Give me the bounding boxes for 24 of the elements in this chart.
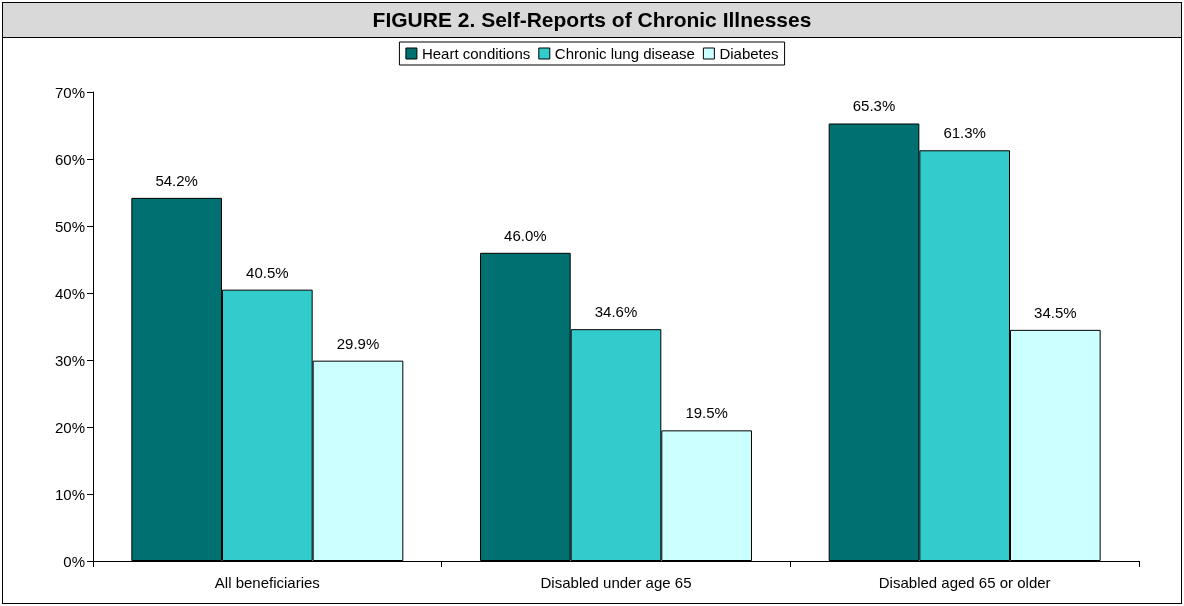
y-tick-label: 40% [54, 284, 85, 302]
data-label: 19.5% [685, 404, 728, 422]
x-tick-label: All beneficiaries [214, 574, 320, 591]
x-tick-label: Disabled under age 65 [540, 574, 692, 591]
legend-label: Chronic lung disease [554, 45, 695, 62]
legend-label: Heart conditions [421, 45, 531, 62]
y-tick-label: 0% [63, 552, 85, 570]
chart-title: FIGURE 2. Self-Reports of Chronic Illnesses [3, 3, 1181, 38]
data-label: 34.5% [1034, 303, 1077, 321]
data-label: 65.3% [852, 97, 896, 115]
y-tick-label: 20% [54, 418, 85, 436]
data-label: 46.0% [504, 226, 547, 244]
x-tick-label: Disabled aged 65 or older [878, 574, 1051, 591]
data-label: 61.3% [943, 124, 986, 142]
data-label: 54.2% [155, 171, 198, 189]
data-label: 40.5% [246, 263, 289, 281]
data-label: 34.6% [594, 303, 638, 321]
y-tick-label: 70% [54, 83, 85, 101]
legend-label: Diabetes [719, 45, 779, 62]
y-tick-label: 60% [54, 150, 85, 168]
y-tick-label: 50% [54, 217, 85, 235]
y-tick-label: 10% [54, 485, 85, 503]
y-tick-label: 30% [54, 351, 85, 369]
data-label: 29.9% [336, 334, 380, 352]
